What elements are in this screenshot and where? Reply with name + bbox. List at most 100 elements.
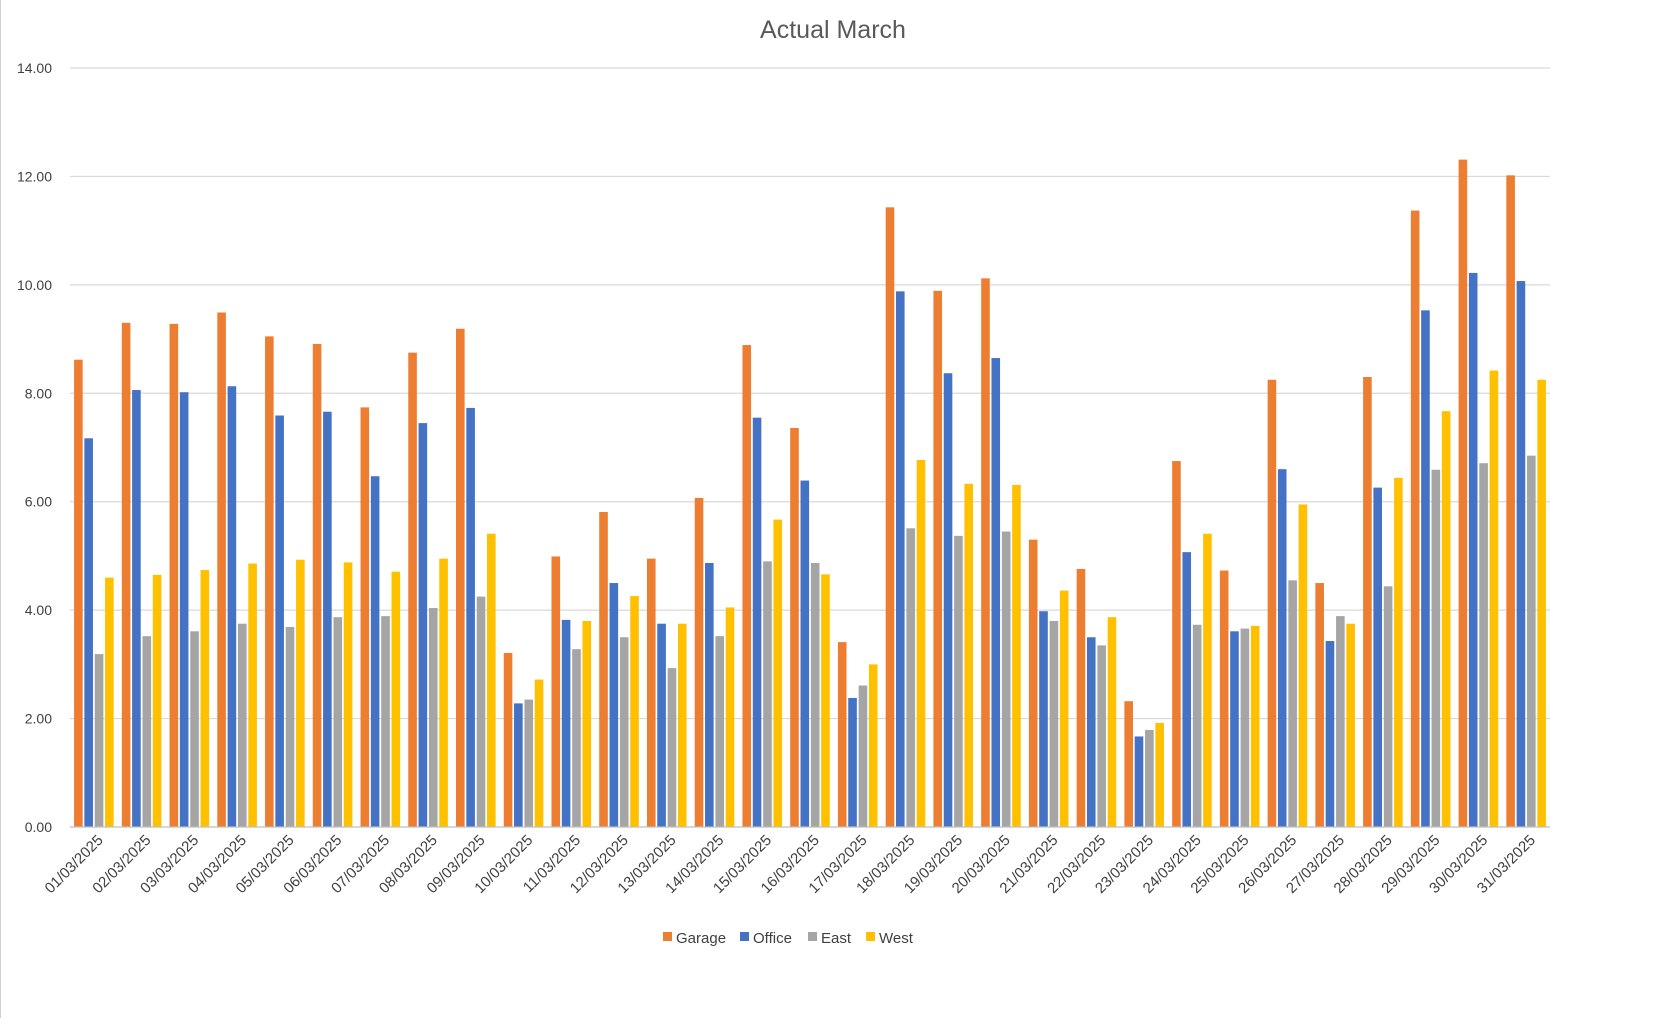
bar-west[interactable] — [964, 483, 974, 827]
bar-west[interactable] — [1155, 722, 1164, 827]
bar-garage[interactable] — [1458, 159, 1468, 827]
bar-garage[interactable] — [1172, 461, 1181, 827]
bar-east[interactable] — [715, 636, 725, 827]
bar-east[interactable] — [190, 631, 199, 827]
bar-west[interactable] — [1489, 370, 1499, 827]
bar-office[interactable] — [323, 411, 332, 827]
bar-east[interactable] — [1049, 620, 1059, 827]
legend-item-east[interactable]: East — [808, 930, 852, 947]
bar-office[interactable] — [1086, 637, 1096, 827]
bar-garage[interactable] — [1506, 175, 1515, 828]
bar-garage[interactable] — [503, 652, 513, 827]
bar-office[interactable] — [1277, 469, 1287, 827]
bar-west[interactable] — [296, 559, 305, 827]
bar-office[interactable] — [1134, 736, 1144, 827]
bar-east[interactable] — [94, 654, 104, 827]
bar-east[interactable] — [333, 617, 343, 827]
bar-garage[interactable] — [551, 556, 561, 827]
bar-garage[interactable] — [1267, 379, 1277, 827]
bar-east[interactable] — [1097, 645, 1106, 827]
bar-west[interactable] — [1394, 477, 1403, 827]
bar-east[interactable] — [1383, 586, 1393, 827]
bar-west[interactable] — [630, 596, 639, 827]
bar-garage[interactable] — [1410, 210, 1420, 827]
bar-garage[interactable] — [121, 322, 131, 827]
bar-east[interactable] — [476, 596, 486, 827]
bar-east[interactable] — [858, 685, 868, 828]
bar-west[interactable] — [916, 459, 926, 827]
bar-garage[interactable] — [1028, 539, 1038, 827]
bar-west[interactable] — [1250, 625, 1260, 827]
bar-west[interactable] — [248, 563, 257, 827]
bar-east[interactable] — [1336, 616, 1345, 827]
bar-office[interactable] — [1039, 611, 1048, 827]
bar-east[interactable] — [142, 636, 152, 827]
bar-west[interactable] — [152, 574, 162, 827]
bar-garage[interactable] — [694, 497, 704, 827]
bar-garage[interactable] — [408, 352, 417, 828]
bar-office[interactable] — [1373, 487, 1382, 827]
bar-east[interactable] — [285, 626, 295, 827]
bar-office[interactable] — [561, 619, 571, 827]
legend-item-office[interactable]: Office — [740, 930, 792, 947]
bar-garage[interactable] — [169, 323, 179, 827]
legend-item-west[interactable]: West — [866, 930, 914, 947]
bar-garage[interactable] — [933, 290, 943, 827]
bar-office[interactable] — [84, 438, 93, 827]
bar-office[interactable] — [609, 583, 619, 827]
bar-office[interactable] — [227, 386, 237, 827]
bar-office[interactable] — [275, 415, 284, 827]
bar-office[interactable] — [657, 623, 666, 827]
bar-west[interactable] — [200, 570, 210, 827]
bar-east[interactable] — [1431, 469, 1441, 827]
bar-west[interactable] — [725, 607, 735, 827]
bar-east[interactable] — [1001, 531, 1011, 827]
bar-office[interactable] — [1230, 631, 1239, 827]
bar-west[interactable] — [534, 679, 544, 827]
bar-west[interactable] — [1059, 590, 1069, 827]
bar-east[interactable] — [763, 561, 772, 827]
bar-east[interactable] — [1145, 729, 1154, 827]
bar-office[interactable] — [514, 703, 523, 827]
bar-east[interactable] — [428, 607, 438, 827]
bar-garage[interactable] — [312, 343, 322, 827]
bar-west[interactable] — [487, 533, 496, 827]
bar-east[interactable] — [619, 637, 629, 827]
bar-office[interactable] — [752, 417, 762, 827]
bar-garage[interactable] — [837, 642, 847, 827]
bar-west[interactable] — [1346, 623, 1355, 827]
bar-office[interactable] — [132, 390, 141, 827]
bar-garage[interactable] — [1363, 377, 1372, 827]
bar-east[interactable] — [1527, 455, 1536, 827]
bar-east[interactable] — [1192, 624, 1202, 827]
bar-garage[interactable] — [981, 278, 990, 828]
bar-office[interactable] — [705, 562, 714, 827]
bar-garage[interactable] — [1219, 570, 1229, 827]
bar-garage[interactable] — [265, 336, 274, 827]
bar-east[interactable] — [1479, 463, 1488, 827]
bar-garage[interactable] — [74, 359, 83, 827]
bar-office[interactable] — [848, 697, 857, 827]
bar-east[interactable] — [906, 528, 915, 827]
bar-east[interactable] — [238, 623, 247, 827]
bar-west[interactable] — [439, 558, 448, 827]
bar-east[interactable] — [1240, 628, 1250, 827]
bar-garage[interactable] — [790, 427, 799, 827]
bar-office[interactable] — [1182, 552, 1192, 827]
bar-garage[interactable] — [456, 328, 465, 827]
bar-office[interactable] — [1468, 272, 1478, 827]
bar-east[interactable] — [954, 535, 963, 827]
bar-office[interactable] — [1421, 310, 1430, 828]
bar-west[interactable] — [677, 623, 687, 827]
bar-garage[interactable] — [1076, 568, 1086, 827]
bar-garage[interactable] — [1315, 583, 1324, 827]
bar-east[interactable] — [381, 616, 390, 827]
legend-item-garage[interactable]: Garage — [663, 930, 726, 947]
bar-office[interactable] — [991, 358, 1001, 827]
bar-garage[interactable] — [885, 207, 895, 827]
bar-west[interactable] — [821, 574, 830, 827]
bar-west[interactable] — [1298, 504, 1308, 827]
bar-office[interactable] — [370, 476, 380, 827]
bar-west[interactable] — [1107, 617, 1117, 827]
bar-office[interactable] — [466, 407, 475, 827]
